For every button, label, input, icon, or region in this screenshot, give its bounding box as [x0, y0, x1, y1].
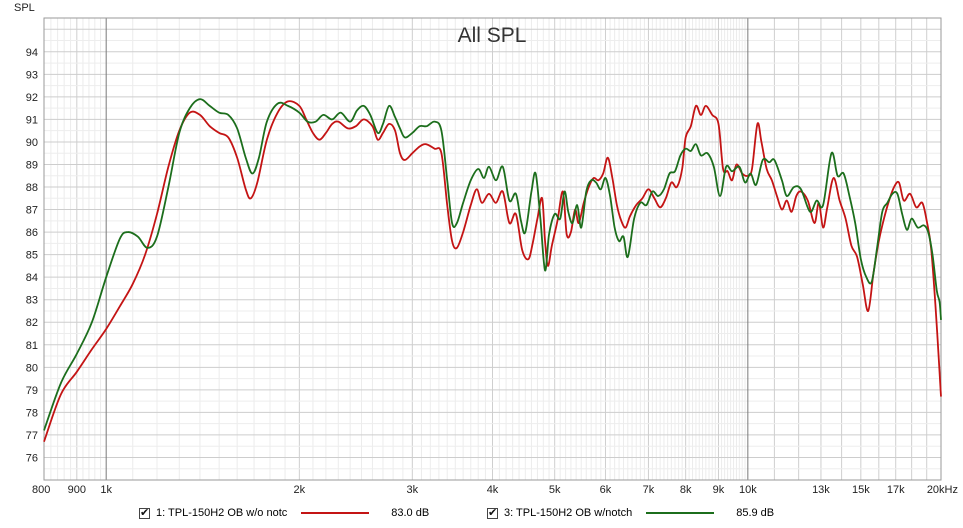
series-3-checkbox[interactable] — [487, 506, 498, 519]
series-lines — [43, 98, 942, 442]
x-tick-label: 800 — [32, 484, 50, 496]
x-tick-label: 17k — [887, 484, 905, 496]
series-1-checkbox[interactable] — [139, 506, 150, 519]
y-tick-label: 82 — [26, 317, 38, 329]
series-3-value: 85.9 dB — [736, 507, 775, 519]
y-tick-label: 93 — [26, 69, 38, 81]
y-tick-label: 86 — [26, 227, 38, 239]
legend-item-1[interactable]: 1: TPL-150H2 OB w/o notc 83.0 dB — [139, 504, 429, 522]
y-axis-label: SPL — [14, 2, 35, 14]
x-tick-label: 13k — [812, 484, 830, 496]
x-tick-label: 8k — [680, 484, 692, 496]
y-tick-label: 77 — [26, 430, 38, 442]
x-tick-label: 7k — [643, 484, 655, 496]
y-tick-label: 78 — [26, 407, 38, 419]
series-1-name: 1: TPL-150H2 OB w/o notc — [156, 507, 288, 519]
y-tick-label: 81 — [26, 340, 38, 352]
y-tick-label: 80 — [26, 362, 38, 374]
series-1-swatch — [301, 512, 370, 514]
x-tick-label: 15k — [852, 484, 870, 496]
x-tick-label: 9k — [713, 484, 725, 496]
y-axis-tick-labels: 76 77 78 79 80 81 82 83 84 85 86 87 88 89 90 91 92 93 94 — [26, 47, 38, 465]
y-tick-label: 83 — [26, 295, 38, 307]
grid-major-lines — [105, 18, 749, 480]
x-axis-tick-labels: 800 900 1k 2k 3k 4k 5k 6k 7k 8k 9k 10k 13k 15k 17k 20kH… — [32, 484, 958, 496]
grid-minor-lines — [43, 18, 942, 480]
y-tick-label: 79 — [26, 385, 38, 397]
series-3-name: 3: TPL-150H2 OB w/notch — [504, 507, 633, 519]
x-tick-label: 2k — [294, 484, 306, 496]
x-tick-label: 1k — [100, 484, 112, 496]
y-tick-label: 94 — [26, 47, 38, 59]
x-tick-label: 3k — [407, 484, 419, 496]
x-tick-label: 5k — [549, 484, 561, 496]
chart-title: All SPL — [458, 24, 527, 47]
legend-item-3[interactable]: 3: TPL-150H2 OB w/notch 85.9 dB — [487, 504, 774, 522]
y-tick-label: 85 — [26, 250, 38, 262]
series-line-1 — [43, 100, 942, 442]
y-tick-label: 90 — [26, 137, 38, 149]
x-tick-label: 20kHz — [927, 484, 958, 496]
y-tick-label: 87 — [26, 205, 38, 217]
y-tick-label: 89 — [26, 159, 38, 171]
y-tick-label: 76 — [26, 452, 38, 464]
x-tick-label: 10k — [739, 484, 757, 496]
plot-frame — [43, 17, 942, 481]
x-tick-label: 900 — [68, 484, 86, 496]
series-line-2 — [43, 98, 942, 431]
y-tick-label: 84 — [26, 272, 38, 284]
series-3-swatch — [646, 512, 715, 514]
y-tick-label: 92 — [26, 92, 38, 104]
series-1-value: 83.0 dB — [391, 507, 430, 519]
y-tick-label: 91 — [26, 114, 38, 126]
y-tick-label: 88 — [26, 182, 38, 194]
x-tick-label: 6k — [600, 484, 612, 496]
x-tick-label: 4k — [487, 484, 499, 496]
